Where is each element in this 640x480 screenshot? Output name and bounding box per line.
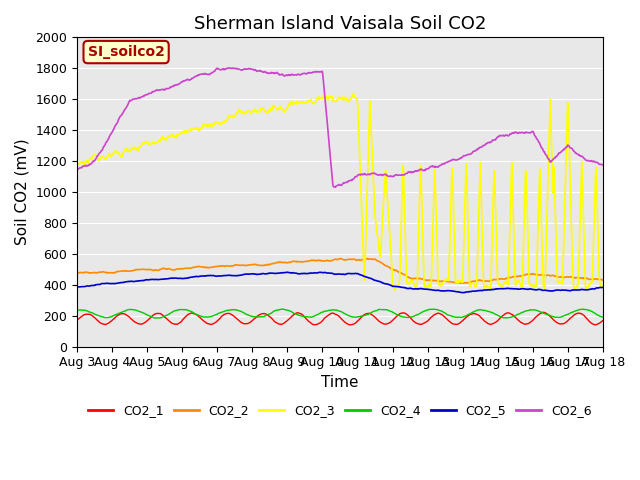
CO2_1 xyxy=(435,311,442,316)
CO2_4 xyxy=(153,315,161,321)
CO2_1 xyxy=(599,318,607,324)
CO2_6 xyxy=(435,163,443,168)
CO2_4 xyxy=(494,312,502,318)
CO2_3 xyxy=(286,101,294,107)
CO2_5 xyxy=(459,290,467,296)
CO2_4 xyxy=(287,309,294,314)
CO2_6 xyxy=(305,70,313,75)
Y-axis label: Soil CO2 (mV): Soil CO2 (mV) xyxy=(15,139,30,245)
CO2_4 xyxy=(599,314,607,320)
CO2_2 xyxy=(364,256,371,262)
CO2_2 xyxy=(127,268,134,274)
CO2_2 xyxy=(305,258,312,264)
Line: CO2_4: CO2_4 xyxy=(77,309,603,318)
CO2_5 xyxy=(484,287,492,293)
Line: CO2_5: CO2_5 xyxy=(77,272,603,293)
CO2_3 xyxy=(305,98,312,104)
CO2_1 xyxy=(539,310,547,315)
CO2_3 xyxy=(599,283,607,288)
CO2_1 xyxy=(483,320,491,326)
Text: SI_soilco2: SI_soilco2 xyxy=(88,45,164,59)
CO2_4 xyxy=(74,308,81,313)
CO2_4 xyxy=(306,314,314,320)
CO2_6 xyxy=(74,167,81,172)
CO2_2 xyxy=(435,278,442,284)
CO2_3 xyxy=(74,160,81,166)
CO2_5 xyxy=(127,278,134,284)
CO2_1 xyxy=(127,316,134,322)
Line: CO2_1: CO2_1 xyxy=(77,312,603,325)
CO2_2 xyxy=(484,278,492,284)
CO2_4 xyxy=(127,307,134,312)
CO2_1 xyxy=(74,317,81,323)
CO2_5 xyxy=(494,286,502,292)
CO2_4 xyxy=(278,306,286,312)
CO2_1 xyxy=(493,319,500,324)
CO2_2 xyxy=(459,280,467,286)
CO2_2 xyxy=(599,277,607,283)
CO2_2 xyxy=(494,276,502,282)
CO2_6 xyxy=(484,140,492,145)
CO2_1 xyxy=(305,319,312,324)
Line: CO2_3: CO2_3 xyxy=(77,94,603,290)
CO2_4 xyxy=(435,308,443,313)
Line: CO2_2: CO2_2 xyxy=(77,259,603,283)
CO2_5 xyxy=(435,288,442,293)
CO2_6 xyxy=(287,72,294,78)
CO2_3 xyxy=(391,287,399,293)
CO2_3 xyxy=(127,147,134,153)
CO2_2 xyxy=(74,270,81,276)
CO2_5 xyxy=(599,285,607,290)
CO2_4 xyxy=(484,309,492,314)
CO2_6 xyxy=(332,184,339,190)
CO2_6 xyxy=(599,162,607,168)
CO2_3 xyxy=(494,277,502,283)
Title: Sherman Island Vaisala Soil CO2: Sherman Island Vaisala Soil CO2 xyxy=(194,15,486,33)
Line: CO2_6: CO2_6 xyxy=(77,68,603,187)
CO2_5 xyxy=(287,270,294,276)
CO2_3 xyxy=(484,284,492,289)
CO2_1 xyxy=(286,315,294,321)
CO2_6 xyxy=(127,98,134,104)
X-axis label: Time: Time xyxy=(321,375,359,390)
CO2_6 xyxy=(494,134,502,140)
CO2_3 xyxy=(435,282,443,288)
CO2_1 xyxy=(591,322,599,328)
CO2_2 xyxy=(286,259,294,265)
CO2_5 xyxy=(305,271,313,276)
CO2_6 xyxy=(225,65,232,71)
Legend: CO2_1, CO2_2, CO2_3, CO2_4, CO2_5, CO2_6: CO2_1, CO2_2, CO2_3, CO2_4, CO2_5, CO2_6 xyxy=(83,399,597,422)
CO2_3 xyxy=(349,91,357,96)
CO2_5 xyxy=(284,269,291,275)
CO2_5 xyxy=(74,284,81,290)
